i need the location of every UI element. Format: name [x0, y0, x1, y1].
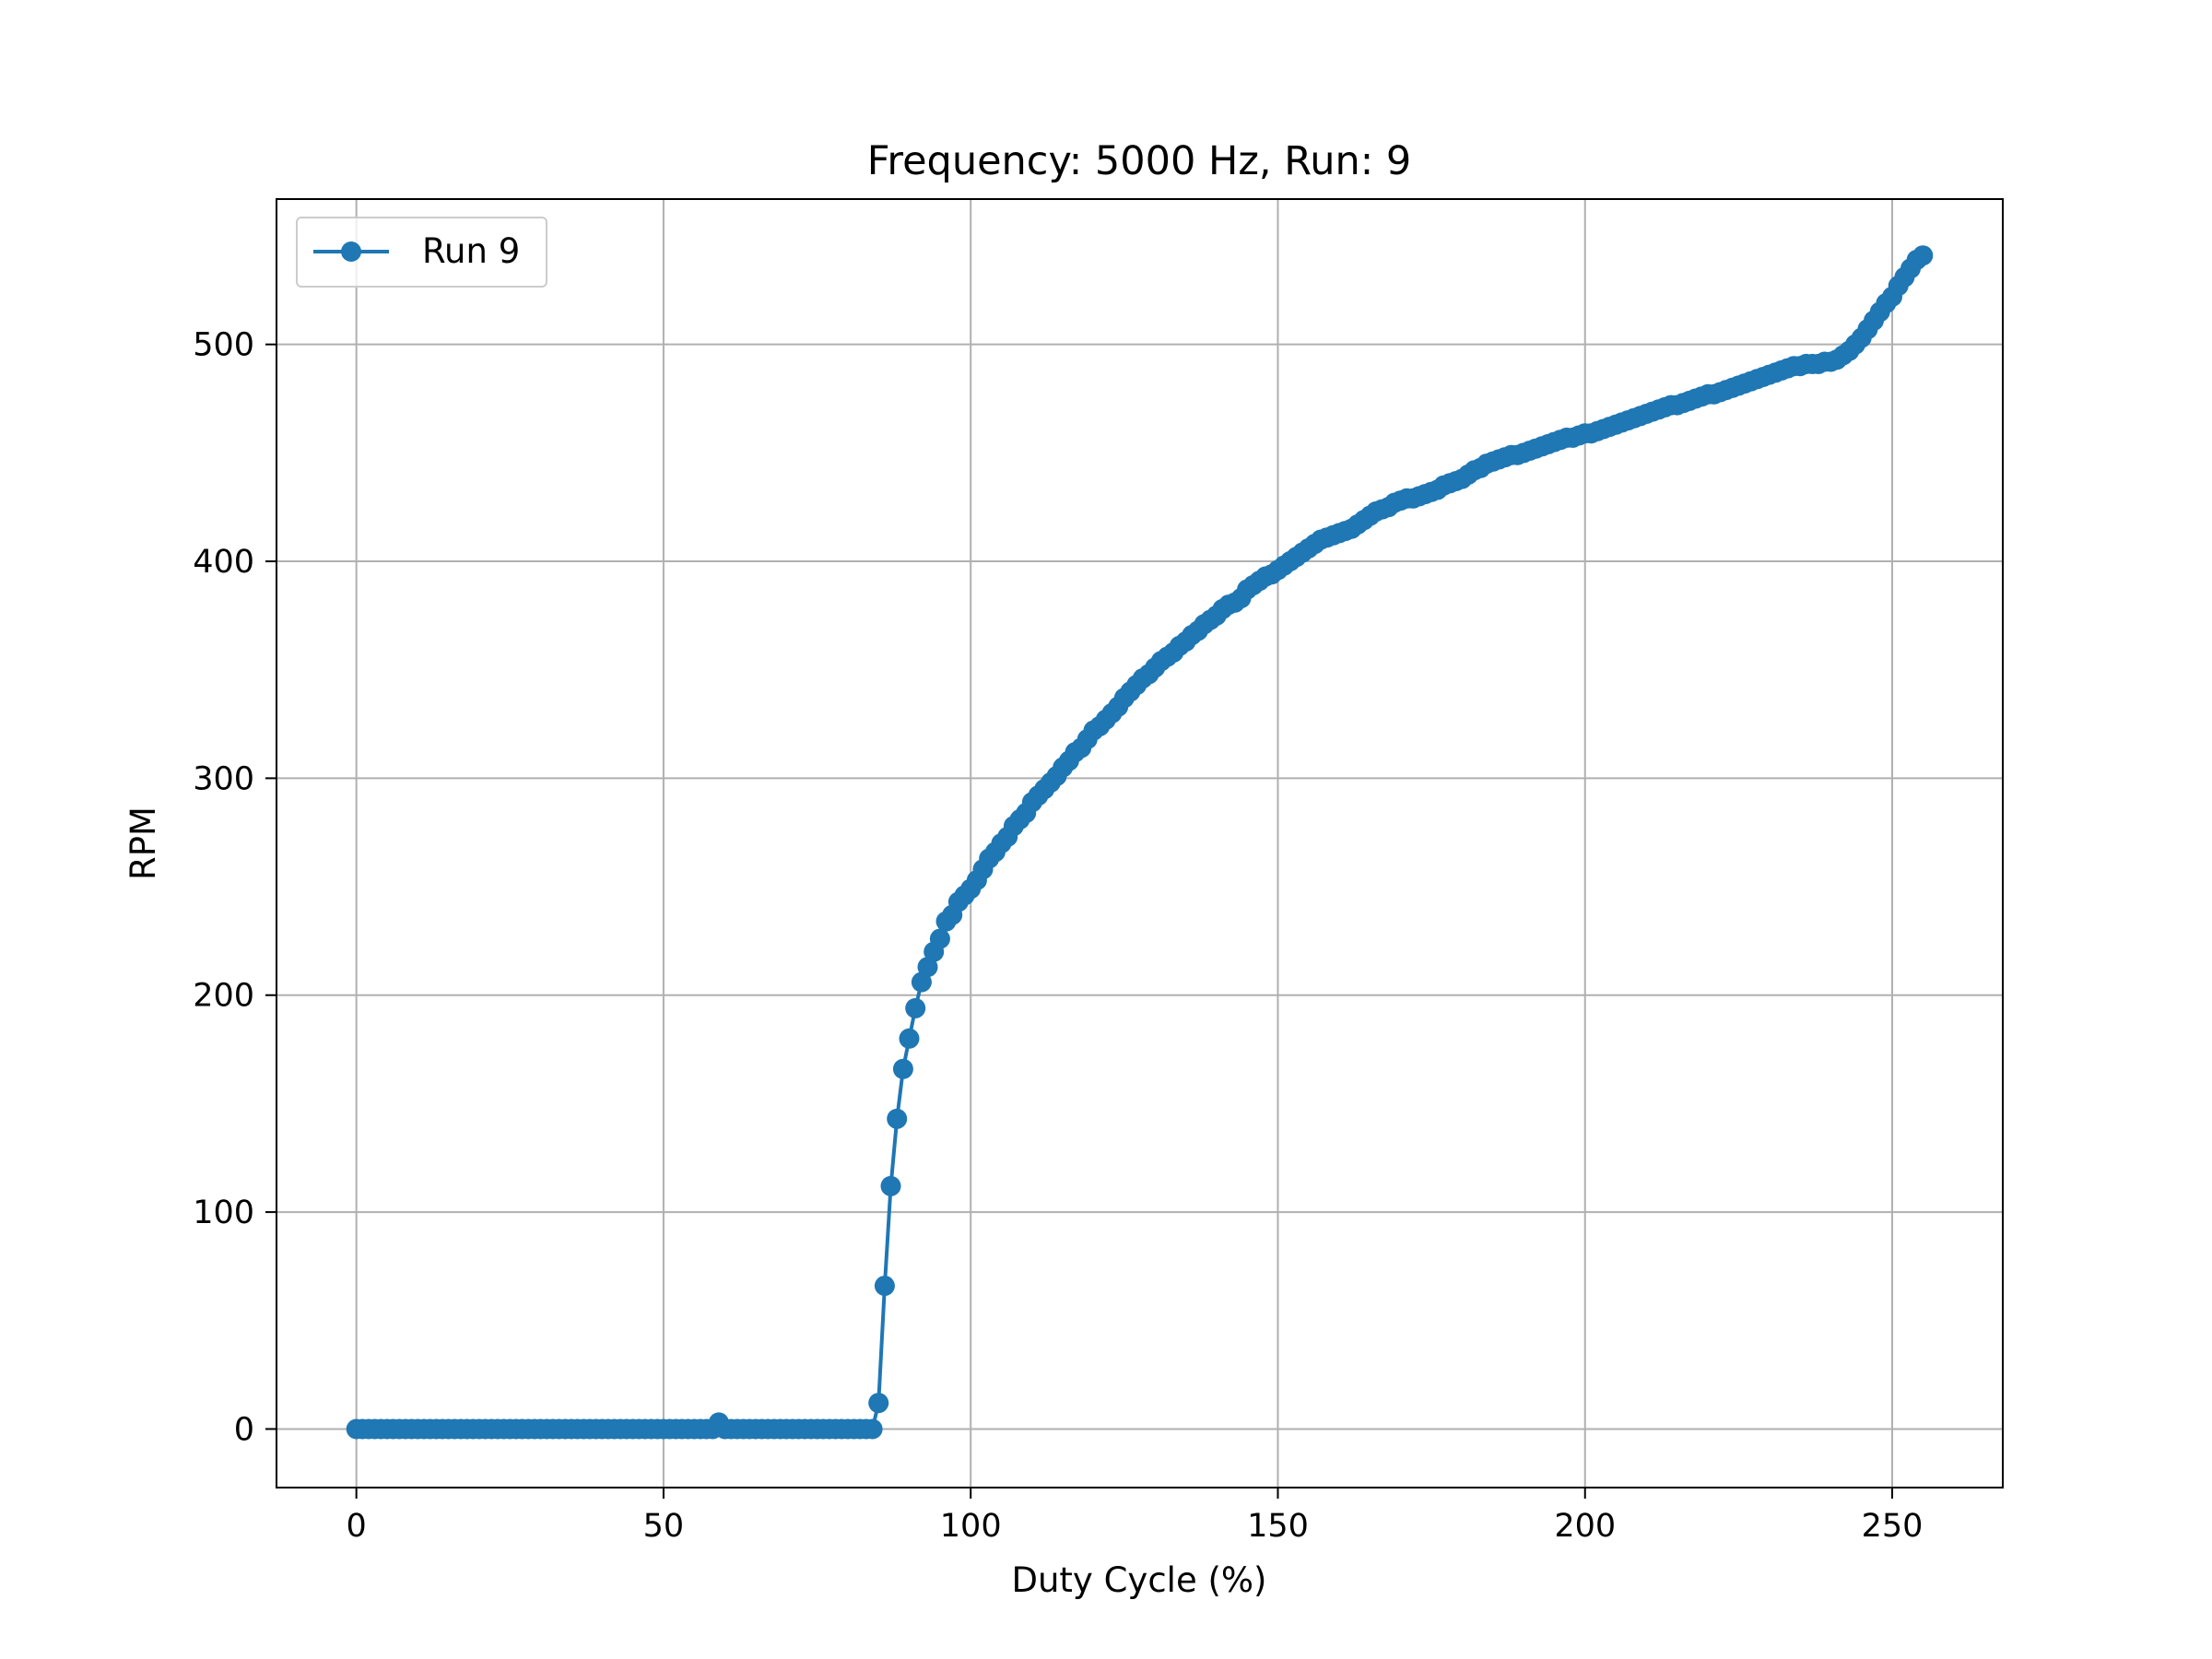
x-axis-label: Duty Cycle (%) [1011, 1560, 1266, 1600]
legend: Run 9 [296, 217, 547, 288]
y-tick-label: 0 [234, 1411, 254, 1448]
y-tick-label: 500 [193, 327, 254, 364]
data-point [905, 997, 926, 1018]
grid-lines [276, 199, 2003, 1488]
legend-label-run-9: Run 9 [422, 231, 520, 271]
data-point [892, 1058, 913, 1079]
plot-frame [276, 198, 2004, 1488]
data-series [346, 245, 1934, 1440]
data-point [887, 1108, 908, 1129]
chart-title: Frequency: 5000 Hz, Run: 9 [867, 138, 1411, 184]
data-point [899, 1028, 920, 1049]
x-tick-label: 150 [1247, 1508, 1309, 1545]
x-tick-label: 100 [940, 1508, 1002, 1545]
legend-marker-swatch [341, 241, 361, 262]
x-tick-label: 50 [643, 1508, 685, 1545]
data-point [1912, 245, 1934, 266]
y-axis-label: RPM [124, 806, 163, 880]
x-tick-label: 250 [1862, 1508, 1924, 1545]
data-point [917, 957, 938, 978]
legend-box [296, 217, 547, 288]
data-point [874, 1276, 895, 1297]
y-tick-label: 300 [193, 760, 254, 797]
axis-ticks: 0 50 100 150 200 250 0 100 200 300 400 500 [193, 327, 1923, 1545]
data-point [862, 1418, 883, 1440]
x-tick-label: 0 [347, 1508, 367, 1545]
y-tick-label: 100 [193, 1194, 254, 1231]
data-point [929, 928, 950, 949]
data-point [868, 1393, 889, 1414]
y-tick-label: 200 [193, 978, 254, 1015]
y-tick-label: 400 [193, 544, 254, 581]
x-tick-label: 200 [1554, 1508, 1616, 1545]
data-point [880, 1175, 901, 1196]
